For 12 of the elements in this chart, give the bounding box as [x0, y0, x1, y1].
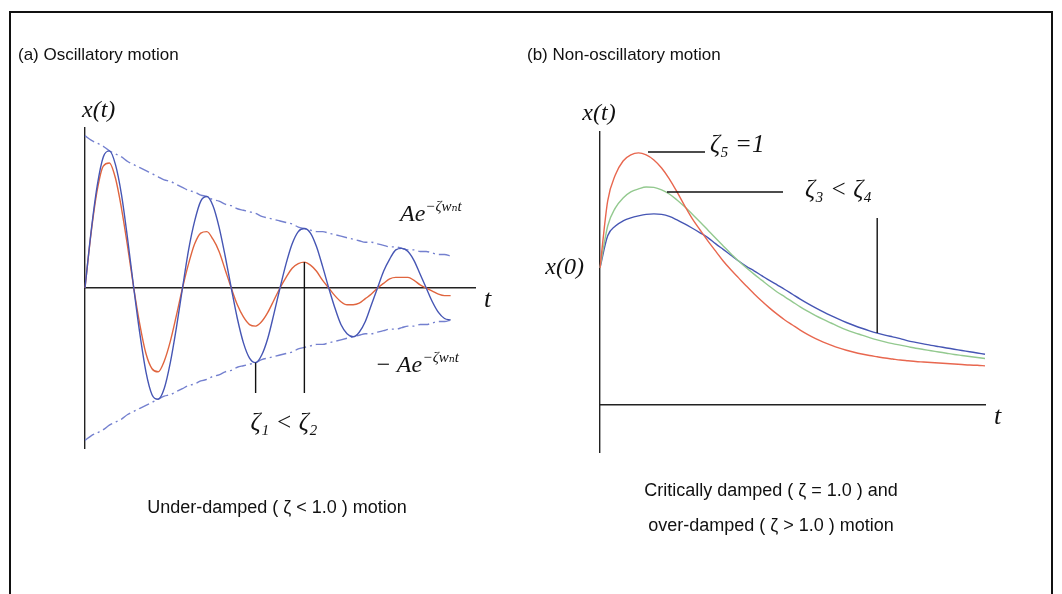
y-axis-title: x(t)	[81, 96, 116, 122]
annotation: ζ₁ < ζ₂	[250, 408, 318, 435]
y-axis-title: x(t)	[581, 99, 616, 125]
annotation: ζ₅ =1	[710, 130, 765, 157]
text: x(0)	[544, 253, 585, 280]
chart-title: (a) Oscillatory motion	[18, 44, 179, 64]
x-axis-title: t	[484, 283, 492, 313]
text: Under-damped ( ζ < 1.0 ) motion	[147, 496, 407, 517]
x-axis-title: t	[994, 400, 1002, 430]
chart-title: (b) Non-oscillatory motion	[527, 44, 721, 64]
text: Critically damped ( ζ = 1.0 ) and over-damped ( ζ > 1.0 ) motion	[644, 479, 898, 535]
annotation: ζ₃ < ζ₄	[805, 175, 872, 202]
